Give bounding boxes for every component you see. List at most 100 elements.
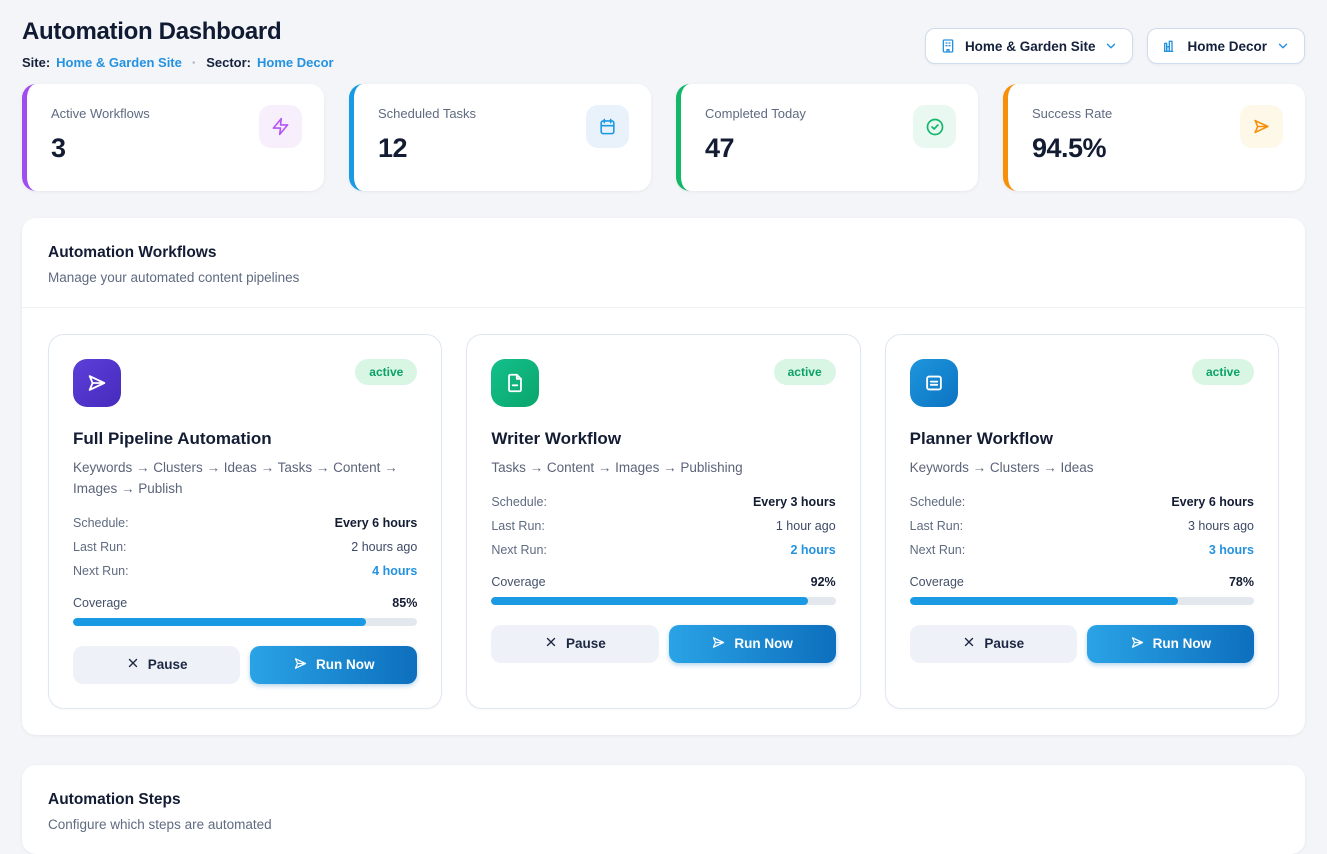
header-actions: Home & Garden Site Home Decor xyxy=(924,28,1305,64)
steps-section-header: Automation Steps Configure which steps a… xyxy=(22,765,1305,854)
schedule-label: Schedule: xyxy=(491,494,547,509)
site-selector-label: Home & Garden Site xyxy=(964,38,1096,54)
coverage-row: Coverage 92% xyxy=(491,575,835,589)
pause-button[interactable]: Pause xyxy=(909,624,1077,663)
run-now-button[interactable]: Run Now xyxy=(1086,624,1254,663)
stat-value: 12 xyxy=(378,133,408,163)
pause-button-label: Pause xyxy=(984,636,1025,652)
next-run-value: 2 hours xyxy=(790,542,836,557)
last-run-value: 2 hours ago xyxy=(351,539,418,554)
coverage-label: Coverage xyxy=(73,595,128,610)
next-run-row: Next Run: 4 hours xyxy=(73,564,417,578)
coverage-progress-track xyxy=(73,617,418,626)
send-icon xyxy=(1130,635,1145,653)
workflow-actions: Pause Run Now xyxy=(909,624,1254,663)
coverage-progress-fill xyxy=(909,596,1179,605)
next-run-value: 4 hours xyxy=(372,563,418,578)
stat-card-success-rate: Success Rate 94.5% xyxy=(1003,84,1305,191)
automation-workflows-section: Automation Workflows Manage your automat… xyxy=(22,218,1305,735)
schedule-value: Every 6 hours xyxy=(1171,494,1254,509)
stat-value: 94.5% xyxy=(1032,133,1107,163)
workflow-description: Tasks → Content → Images → Publishing xyxy=(491,460,743,475)
chevron-down-icon xyxy=(1104,39,1118,53)
workflows-section-header: Automation Workflows Manage your automat… xyxy=(22,218,1305,308)
pause-button[interactable]: Pause xyxy=(491,624,659,663)
run-now-button-label: Run Now xyxy=(316,657,375,673)
section-subtitle: Configure which steps are automated xyxy=(48,816,272,832)
workflow-card-top: active xyxy=(491,359,836,407)
calendar-icon xyxy=(586,105,629,148)
site-link[interactable]: Home & Garden Site xyxy=(56,55,182,70)
stats-row: Active Workflows 3 Scheduled Tasks 12 Co… xyxy=(22,84,1305,191)
stat-value: 3 xyxy=(51,133,66,163)
coverage-progress-fill xyxy=(491,596,809,605)
workflow-title: Planner Workflow xyxy=(909,429,1053,448)
workflow-title: Writer Workflow xyxy=(491,429,622,448)
list-document-icon xyxy=(909,359,958,407)
next-run-row: Next Run: 2 hours xyxy=(491,543,835,557)
bar-chart-icon xyxy=(1162,38,1178,54)
run-now-button[interactable]: Run Now xyxy=(250,645,418,684)
last-run-value: 1 hour ago xyxy=(775,518,836,533)
workflow-card-top: active xyxy=(73,359,418,407)
sector-link[interactable]: Home Decor xyxy=(257,55,334,70)
workflows-section-body: active Full Pipeline Automation Keywords… xyxy=(22,308,1305,735)
section-title: Automation Workflows xyxy=(48,244,217,261)
stat-label: Active Workflows xyxy=(51,106,150,121)
workflow-card-full-pipeline: active Full Pipeline Automation Keywords… xyxy=(48,334,443,709)
workflow-grid: active Full Pipeline Automation Keywords… xyxy=(48,334,1279,709)
send-icon xyxy=(711,635,726,653)
stat-card-active-workflows: Active Workflows 3 xyxy=(22,84,324,191)
status-badge: active xyxy=(355,359,418,385)
meta-separator: · xyxy=(191,55,197,70)
section-title: Automation Steps xyxy=(48,790,181,808)
schedule-label: Schedule: xyxy=(909,494,966,509)
schedule-label: Schedule: xyxy=(73,515,129,530)
send-icon xyxy=(293,656,308,674)
coverage-label: Coverage xyxy=(491,574,546,589)
last-run-label: Last Run: xyxy=(909,518,964,533)
automation-steps-section: Automation Steps Configure which steps a… xyxy=(22,764,1305,854)
site-label: Site: xyxy=(22,55,51,70)
stat-label: Completed Today xyxy=(705,106,806,121)
last-run-row: Last Run: 2 hours ago xyxy=(73,540,417,554)
run-now-button[interactable]: Run Now xyxy=(668,624,836,663)
next-run-value: 3 hours xyxy=(1208,542,1254,557)
workflow-actions: Pause Run Now xyxy=(491,624,836,663)
coverage-row: Coverage 85% xyxy=(73,596,417,610)
next-run-label: Next Run: xyxy=(909,542,966,557)
lightning-icon xyxy=(259,105,302,148)
schedule-row: Schedule: Every 6 hours xyxy=(910,495,1254,509)
pause-button[interactable]: Pause xyxy=(73,645,241,684)
workflow-card-writer: active Writer Workflow Tasks → Content →… xyxy=(466,334,861,709)
schedule-row: Schedule: Every 6 hours xyxy=(73,516,417,530)
sector-label: Sector: xyxy=(206,55,252,70)
coverage-percent: 92% xyxy=(810,574,836,589)
status-badge: active xyxy=(773,359,836,385)
next-run-row: Next Run: 3 hours xyxy=(910,543,1254,557)
schedule-value: Every 3 hours xyxy=(752,494,836,509)
run-now-button-label: Run Now xyxy=(1152,636,1212,652)
sector-selector-dropdown[interactable]: Home Decor xyxy=(1147,28,1305,64)
building-icon xyxy=(940,38,956,54)
site-selector-dropdown[interactable]: Home & Garden Site xyxy=(924,28,1134,64)
chevron-down-icon xyxy=(1276,39,1290,53)
sector-selector-label: Home Decor xyxy=(1187,38,1267,54)
stat-card-completed-today: Completed Today 47 xyxy=(676,84,978,191)
workflow-title: Full Pipeline Automation xyxy=(73,429,272,448)
coverage-percent: 85% xyxy=(392,595,418,610)
x-icon xyxy=(544,635,558,652)
schedule-row: Schedule: Every 3 hours xyxy=(491,495,835,509)
document-icon xyxy=(491,359,540,407)
page-header: Automation Dashboard Site: Home & Garden… xyxy=(22,18,1305,70)
workflow-card-planner: active Planner Workflow Keywords → Clust… xyxy=(884,334,1279,709)
next-run-label: Next Run: xyxy=(73,563,129,578)
workflow-description: Keywords → Clusters → Ideas xyxy=(909,460,1094,475)
workflow-description: Keywords → Clusters → Ideas → Tasks → Co… xyxy=(73,460,398,496)
coverage-progress-fill xyxy=(73,617,366,626)
workflow-card-top: active xyxy=(909,359,1254,407)
coverage-row: Coverage 78% xyxy=(910,575,1254,589)
last-run-label: Last Run: xyxy=(73,539,127,554)
x-icon xyxy=(126,656,140,673)
